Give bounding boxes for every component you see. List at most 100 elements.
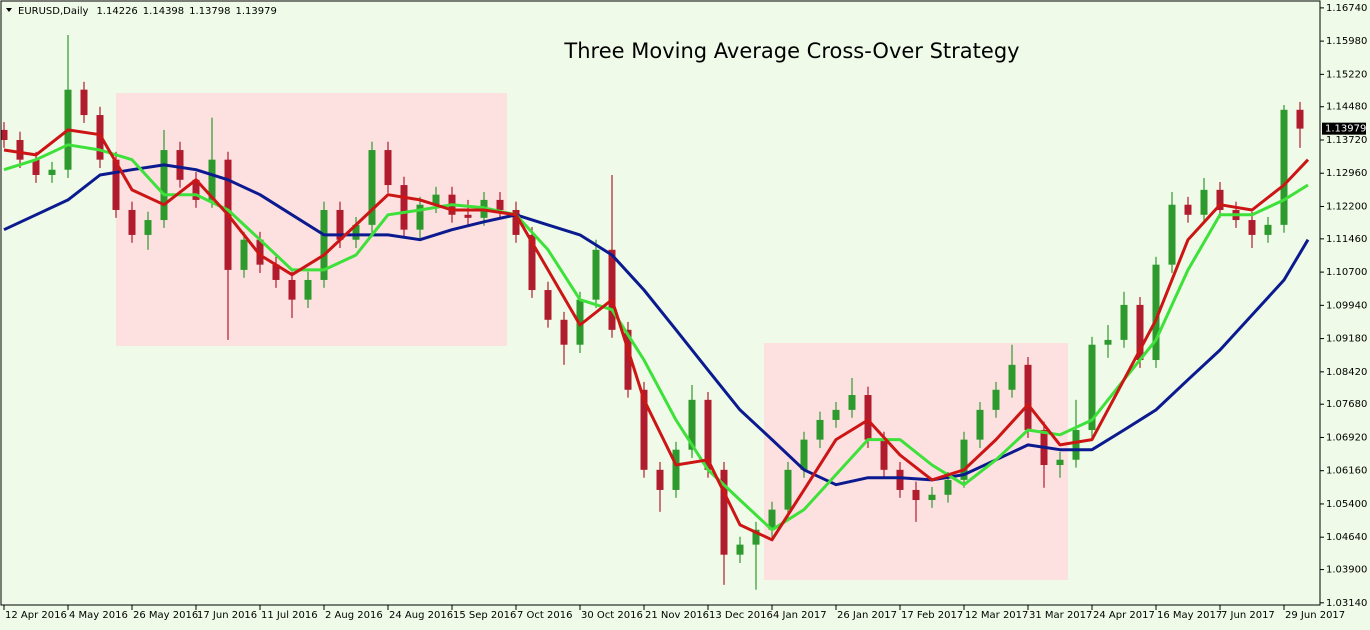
x-tick-label: 21 Nov 2016 [645, 610, 709, 621]
y-tick-label: 1.15980 [1326, 36, 1367, 47]
y-tick-label: 1.05400 [1326, 499, 1367, 510]
y-tick-label: 1.16740 [1326, 3, 1367, 14]
x-tick-label: 29 Jun 2017 [1285, 610, 1345, 621]
candle-body [32, 159, 40, 175]
candle-body [896, 469, 904, 490]
candle-body [1056, 459, 1064, 466]
candle-body [416, 204, 424, 230]
candle-body [320, 209, 328, 280]
candle-body [1024, 364, 1032, 431]
x-tick-label: 17 Feb 2017 [901, 610, 963, 621]
x-tick-label: 12 Mar 2017 [965, 610, 1028, 621]
candle-body [1008, 364, 1016, 390]
candle-body [768, 509, 776, 530]
candle-body [176, 150, 184, 180]
last-price-box [1322, 122, 1366, 135]
last-price-label: 1.13979 [1325, 124, 1366, 135]
candle-body [1184, 204, 1192, 215]
candle-body [720, 469, 728, 555]
highlight-zone [116, 93, 507, 346]
x-tick-label: 24 Aug 2016 [389, 610, 453, 621]
x-tick-label: 30 Oct 2016 [581, 610, 643, 621]
candle-body [736, 544, 744, 555]
candle-body [272, 264, 280, 280]
candle-body [1136, 304, 1144, 361]
x-tick-label: 11 Jul 2016 [261, 610, 318, 621]
candle-body [1168, 204, 1176, 265]
y-tick-label: 1.14480 [1326, 102, 1367, 113]
candle-body [656, 469, 664, 490]
candle-body [560, 319, 568, 345]
x-tick-label: 7 Jun 2017 [1221, 610, 1275, 621]
candle-body [704, 399, 712, 470]
x-tick-label: 16 May 2017 [1157, 610, 1222, 621]
candle-body [880, 439, 888, 470]
y-tick-label: 1.13720 [1326, 135, 1367, 146]
candle-body [592, 249, 600, 300]
x-tick-label: 2 Aug 2016 [325, 610, 383, 621]
menu-icon [6, 8, 12, 12]
candle-body [1120, 304, 1128, 340]
candle-body [544, 290, 552, 320]
candle-body [256, 239, 264, 265]
x-tick-label: 31 Mar 2017 [1029, 610, 1092, 621]
candle-body [1280, 109, 1288, 225]
y-tick-label: 1.08420 [1326, 367, 1367, 378]
candle-body [368, 150, 376, 225]
candle-body [48, 169, 56, 175]
candle-body [864, 395, 872, 440]
y-tick-label: 1.15220 [1326, 69, 1367, 80]
y-tick-label: 1.12200 [1326, 201, 1367, 212]
candle-body [288, 279, 296, 300]
y-tick-label: 1.06160 [1326, 466, 1367, 477]
candle-body [464, 214, 472, 218]
moving-average-line [3, 128, 1310, 542]
x-tick-label: 4 Jan 2017 [773, 610, 827, 621]
candle-body [816, 419, 824, 440]
candle-body [1216, 189, 1224, 210]
candle-body [848, 395, 856, 410]
y-tick-label: 1.06920 [1326, 432, 1367, 443]
candle-body [1200, 189, 1208, 215]
x-tick-label: 24 Apr 2017 [1093, 610, 1155, 621]
candle-body [832, 409, 840, 420]
candle-body [800, 439, 808, 470]
candle-body [208, 159, 216, 200]
ohlc-header: 1.14226 1.14398 1.13798 1.13979 [96, 6, 276, 17]
x-tick-label: 12 Apr 2016 [5, 610, 67, 621]
y-tick-label: 1.04640 [1326, 532, 1367, 543]
candle-body [160, 150, 168, 221]
candle-body [496, 199, 504, 210]
candle-body [352, 224, 360, 240]
candle-body [528, 234, 536, 291]
ohlc-value: 1.14226 [96, 6, 137, 17]
candle-body [304, 279, 312, 300]
symbol-label: EURUSD,Daily [18, 6, 89, 17]
y-tick-label: 1.03900 [1326, 565, 1367, 576]
plot-marks [0, 34, 1310, 590]
candle-body [960, 439, 968, 480]
plot-frame [0, 0, 1321, 606]
y-tick-label: 1.07680 [1326, 399, 1367, 410]
x-tick-label: 13 Dec 2016 [709, 610, 773, 621]
moving-average-line [3, 163, 1310, 487]
candle-body [992, 389, 1000, 410]
candle-body [1248, 220, 1256, 235]
candle-body [912, 489, 920, 501]
y-tick-label: 1.03140 [1326, 598, 1367, 609]
candle-body [400, 185, 408, 230]
candle-body [384, 150, 392, 186]
x-tick-label: 26 May 2016 [133, 610, 198, 621]
ohlc-value: 1.13979 [236, 6, 277, 17]
candle-body [784, 469, 792, 510]
candle-body [128, 209, 136, 235]
candle-body [512, 209, 520, 235]
highlight-zone [764, 343, 1068, 580]
x-tick-label: 15 Sep 2016 [453, 610, 516, 621]
candle-body [0, 129, 8, 140]
candle-body [112, 159, 120, 210]
x-tick-label: 4 May 2016 [69, 610, 128, 621]
candle-body [1264, 224, 1272, 235]
x-tick-label: 7 Oct 2016 [517, 610, 572, 621]
